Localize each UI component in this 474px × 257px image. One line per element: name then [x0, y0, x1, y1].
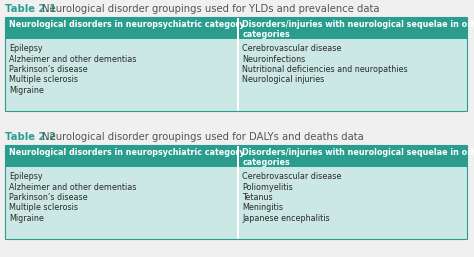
- Text: Neurological disorder groupings used for DALYs and deaths data: Neurological disorder groupings used for…: [39, 132, 364, 142]
- Bar: [238, 39, 467, 111]
- Bar: [237, 145, 239, 167]
- Text: Migraine: Migraine: [9, 214, 44, 223]
- Bar: [238, 167, 467, 239]
- Bar: [5, 145, 467, 239]
- Text: Epilepsy: Epilepsy: [9, 44, 43, 53]
- Text: Parkinson’s disease: Parkinson’s disease: [9, 65, 88, 74]
- Text: Cerebrovascular disease: Cerebrovascular disease: [242, 44, 342, 53]
- Bar: [238, 145, 467, 167]
- Bar: [238, 17, 467, 39]
- Bar: [237, 167, 239, 239]
- Text: Neurological disorder groupings used for YLDs and prevalence data: Neurological disorder groupings used for…: [39, 4, 380, 14]
- Bar: [237, 17, 239, 39]
- Bar: [5, 167, 238, 239]
- Bar: [5, 17, 467, 111]
- Text: Japanese encephalitis: Japanese encephalitis: [242, 214, 330, 223]
- Text: Table 2.2: Table 2.2: [5, 132, 56, 142]
- Text: Neurological disorders in neuropsychiatric category: Neurological disorders in neuropsychiatr…: [9, 148, 245, 157]
- Text: Neuroinfections: Neuroinfections: [242, 54, 306, 63]
- Text: Alzheimer and other dementias: Alzheimer and other dementias: [9, 54, 137, 63]
- Text: Neurological disorders in neuropsychiatric category: Neurological disorders in neuropsychiatr…: [9, 20, 245, 29]
- Text: Migraine: Migraine: [9, 86, 44, 95]
- Text: Epilepsy: Epilepsy: [9, 172, 43, 181]
- Text: Disorders/injuries with neurological sequelae in other
categories: Disorders/injuries with neurological seq…: [242, 20, 474, 39]
- Text: Nutritional deficiencies and neuropathies: Nutritional deficiencies and neuropathie…: [242, 65, 408, 74]
- Text: Cerebrovascular disease: Cerebrovascular disease: [242, 172, 342, 181]
- Text: Neurological injuries: Neurological injuries: [242, 76, 325, 85]
- Text: Tetanus: Tetanus: [242, 193, 273, 202]
- Text: Table 2.1: Table 2.1: [5, 4, 56, 14]
- Bar: [5, 17, 238, 39]
- Bar: [237, 39, 239, 111]
- Bar: [5, 145, 238, 167]
- Text: Parkinson’s disease: Parkinson’s disease: [9, 193, 88, 202]
- Text: Multiple sclerosis: Multiple sclerosis: [9, 204, 78, 213]
- Text: Meningitis: Meningitis: [242, 204, 283, 213]
- Text: Poliomyelitis: Poliomyelitis: [242, 182, 293, 191]
- Text: Alzheimer and other dementias: Alzheimer and other dementias: [9, 182, 137, 191]
- Bar: [5, 39, 238, 111]
- Text: Disorders/injuries with neurological sequelae in other
categories: Disorders/injuries with neurological seq…: [242, 148, 474, 167]
- Text: Multiple sclerosis: Multiple sclerosis: [9, 76, 78, 85]
